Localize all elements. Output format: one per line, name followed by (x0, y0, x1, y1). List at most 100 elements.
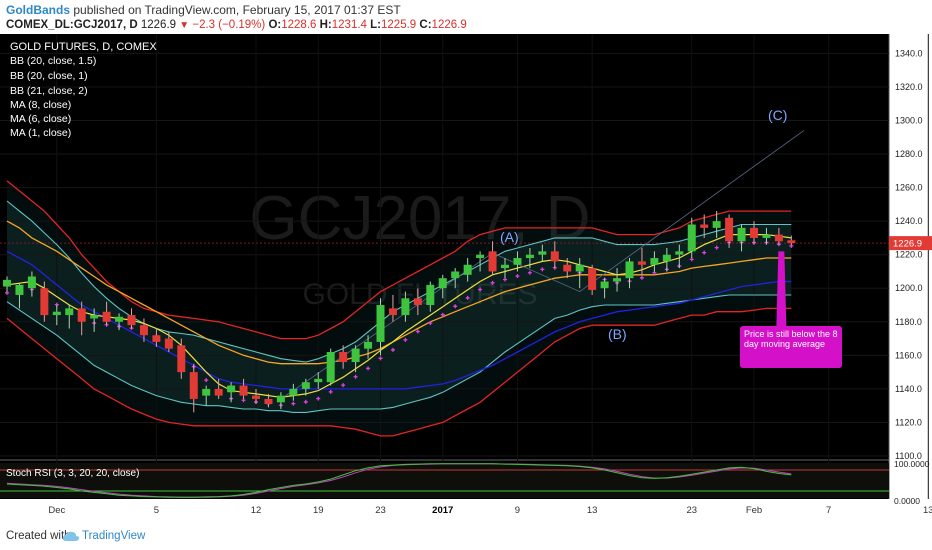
candle-body (501, 264, 509, 269)
price-tick-label: 1160.0 (895, 350, 922, 360)
legend-item[interactable]: BB (20, close, 1.5) (10, 55, 96, 67)
candle-body (750, 227, 758, 238)
price-tick-label: 1300.0 (895, 115, 923, 125)
candle-body (662, 254, 671, 262)
watermark: GCJ2017, D GOLD FUTURES (249, 184, 590, 311)
quote-line: COMEX_DL:GCJ2017, D 1226.9 ▼ −2.3 (−0.19… (6, 19, 467, 31)
watermark-symbol: GCJ2017, D (249, 184, 590, 253)
time-tick-label: Dec (48, 505, 65, 516)
ma-dot (403, 337, 408, 342)
stoch-band (0, 463, 889, 498)
bb-mid-lower-line (6, 294, 792, 413)
ma-dot (390, 347, 395, 352)
candle-body (239, 385, 248, 396)
time-tick-label: 13 (587, 505, 598, 516)
ma-dot (639, 275, 644, 280)
author-link[interactable]: GoldBands (6, 3, 71, 17)
candle-body (339, 351, 348, 363)
time-axis[interactable]: Dec5121923201791323Feb71320 (48, 505, 932, 516)
ma-dot (428, 321, 433, 326)
candle-body (202, 388, 211, 396)
candle-body (252, 395, 260, 399)
footer: Created with TradingView (0, 519, 932, 550)
candle-body (401, 298, 410, 316)
candle-body (625, 261, 634, 279)
bb-outer-lower-line (6, 307, 792, 437)
high-value: 1231.4 (331, 19, 367, 31)
candle-body (637, 261, 646, 265)
ma6-line (6, 250, 792, 390)
time-tick-label: 2017 (432, 505, 453, 516)
candle-body (737, 227, 746, 242)
candle-body (15, 284, 24, 295)
published-text: published on TradingView.com, February 1… (73, 3, 401, 17)
symbol-label: COMEX_DL:GCJ2017, D (6, 19, 138, 31)
tradingview-link[interactable]: TradingView (82, 530, 146, 542)
price-tick-label: 1100.0 (895, 451, 922, 461)
candle-body (476, 254, 485, 259)
candle-body (700, 224, 709, 228)
time-tick-label: 23 (686, 505, 697, 516)
ma-dot (316, 396, 321, 401)
candle-body (52, 311, 61, 316)
ma-dot (714, 245, 719, 250)
candle-body (513, 258, 522, 265)
legend-item[interactable]: MA (6, close) (10, 113, 71, 125)
wave-label-c[interactable]: (C) (768, 107, 787, 123)
down-triangle-icon: ▼ (179, 20, 190, 31)
candle-body (488, 251, 497, 272)
wave-label-b[interactable]: (B) (608, 326, 627, 342)
wave-count-line (280, 130, 805, 400)
callout[interactable]: Price is still below the 8 day moving av… (740, 251, 842, 368)
callout-wrapper: Price is still below the 8 day moving av… (744, 329, 838, 349)
legend-item[interactable]: BB (20, close, 1) (10, 70, 88, 82)
ma-dot (328, 389, 333, 394)
tradingview-cloud-icon[interactable] (62, 529, 80, 543)
candle-body (538, 251, 547, 255)
ma-dot (291, 401, 296, 406)
stoch-tick-top: 100.0000 (894, 459, 930, 469)
candle-body (127, 315, 136, 326)
price-tick-label: 1120.0 (895, 417, 922, 427)
candle-body (152, 335, 161, 342)
price-tick-label: 1220.0 (895, 250, 923, 260)
legend: GOLD FUTURES, D, COMEX BB (20, close, 1.… (10, 41, 157, 139)
candle-body (787, 240, 796, 244)
low-label: L: (370, 19, 382, 31)
price-axis[interactable]: 1100.0 1120.0 1140.0 1160.0 1180.0 1200.0 1220… (889, 48, 932, 461)
candle-body (301, 382, 310, 389)
candle-body (139, 325, 148, 336)
ma-dot (303, 399, 308, 404)
stoch-pane: Stoch RSI (3, 3, 20, 20, close) 100.0000… (0, 459, 930, 506)
candle-body (77, 308, 86, 322)
legend-item[interactable]: BB (21, close, 2) (10, 85, 88, 97)
wave-label-a[interactable]: (A) (500, 229, 519, 245)
candle-body (426, 284, 435, 306)
candle-body (3, 279, 11, 287)
legend-item[interactable]: MA (1, close) (10, 127, 71, 139)
stoch-label[interactable]: Stoch RSI (3, 3, 20, 20, close) (6, 468, 139, 479)
candle-body (600, 281, 609, 289)
candles (3, 211, 796, 413)
candle-body (451, 271, 460, 279)
legend-item[interactable]: MA (8, close) (10, 99, 71, 111)
ma-dot (540, 267, 545, 272)
ma-dot (440, 312, 445, 317)
candle-body (388, 308, 397, 316)
grid (0, 34, 929, 499)
ma-dot (453, 304, 458, 309)
candle-body (177, 345, 186, 373)
candle-body (189, 372, 198, 399)
callout-box (740, 326, 842, 368)
price-tick-label: 1260.0 (895, 183, 923, 193)
wave-polyline (280, 130, 805, 400)
last-price-badge-label: 1226.9 (893, 239, 922, 250)
close-value: 1226.9 (431, 19, 467, 31)
ma8-line (6, 220, 792, 365)
time-tick-label: 9 (515, 505, 520, 516)
time-tick-label: 19 (313, 505, 324, 516)
ma-dot (415, 329, 420, 334)
publish-line: GoldBands published on TradingView.com, … (6, 3, 401, 17)
chart-canvas[interactable]: GCJ2017, D GOLD FUTURES 1100.0 1120.0 1140… (0, 34, 932, 519)
candle-body (413, 298, 422, 306)
